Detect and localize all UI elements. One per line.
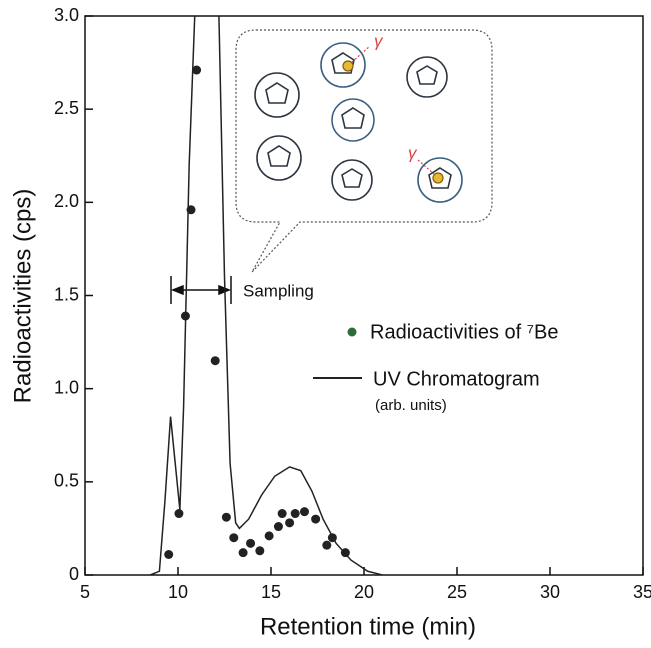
sampling-arrow [170,276,232,304]
gamma-ray [351,45,435,175]
legend-marker [347,327,357,337]
y-axis-title: Radioactivities (cps) [9,189,36,404]
data-point [255,546,265,556]
x-tick-label: 20 [354,582,374,602]
plot-area [149,16,383,575]
y-tick-label: 0 [69,564,79,584]
inset [235,29,493,273]
data-point [229,533,239,543]
fullerenes [254,42,463,203]
data-point [311,514,321,524]
atom [342,60,354,72]
x-tick-label: 15 [261,582,281,602]
data-point [174,509,184,519]
legend-note: (arb. units) [375,397,447,414]
x-tick-label: 10 [168,582,188,602]
data-point [238,548,248,558]
x-tick-label: 35 [633,582,651,602]
data-point [264,531,274,541]
y-tick-label: 1.5 [54,284,79,304]
y-tick-label: 3.0 [54,5,79,25]
y-tick-label: 1.0 [54,377,79,397]
x-tick-label: 5 [80,582,90,602]
data-point [164,550,174,560]
data-point [273,522,283,532]
legend-label: Radioactivities of ⁷Be [370,321,558,343]
legend-label: UV Chromatogram [373,368,540,390]
y-tick-label: 2.5 [54,98,79,118]
gamma-label: γ [374,31,384,50]
speech-bubble [235,29,493,273]
data-point [285,518,295,528]
plot-frame [84,15,644,576]
data-point [192,65,202,75]
line [149,16,383,575]
x-tick-label: 25 [447,582,467,602]
data-point [322,540,332,550]
data-point [221,512,231,522]
data-point [246,538,256,548]
data-point [290,509,300,519]
annotation: Sampling [243,281,314,300]
x-axis-title: Retention time (min) [260,613,476,640]
data-point [277,509,287,519]
data-point [299,507,309,517]
x-tick-label: 30 [540,582,560,602]
data-point [210,356,220,366]
gamma-label: γ [408,143,418,162]
atom [432,172,444,184]
y-tick-label: 0.5 [54,471,79,491]
y-tick-label: 2.0 [54,191,79,211]
